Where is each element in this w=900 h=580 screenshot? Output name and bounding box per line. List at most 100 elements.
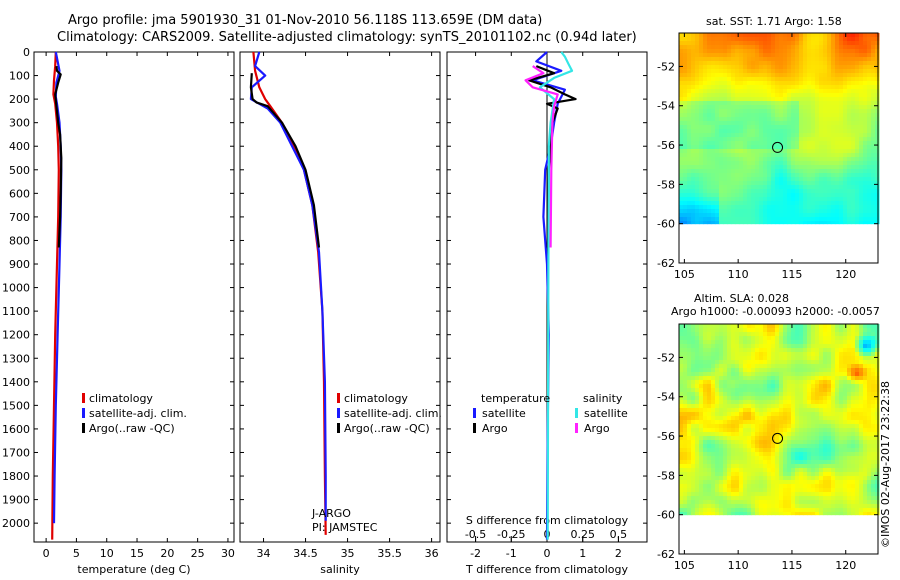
map-cell [683, 165, 688, 170]
map-cell [727, 392, 732, 397]
map-cell [763, 360, 768, 365]
map-cell [767, 436, 772, 441]
map-cell [787, 205, 792, 210]
map-cell [847, 400, 852, 405]
map-cell [715, 460, 720, 465]
map-cell [743, 380, 748, 385]
map-cell [807, 360, 812, 365]
map-cell [679, 344, 684, 349]
map-cell [739, 57, 744, 62]
map-cell [819, 205, 824, 210]
map-cell [755, 201, 760, 206]
map-cell [835, 201, 840, 206]
map-cell [755, 384, 760, 389]
map-cell [755, 217, 760, 222]
map-cell [863, 424, 868, 429]
map-cell [839, 61, 844, 66]
map-cell [863, 444, 868, 449]
map-cell [787, 105, 792, 110]
map-cell [815, 364, 820, 369]
map-cell [691, 348, 696, 353]
map-cell [699, 129, 704, 134]
map-cell [751, 352, 756, 357]
map-cell [687, 73, 692, 78]
map-cell [823, 153, 828, 158]
map-cell [859, 209, 864, 214]
map-cell [795, 161, 800, 166]
map-cell [751, 336, 756, 341]
map-cell [679, 364, 684, 369]
map-cell [847, 109, 852, 114]
map-cell [835, 368, 840, 373]
map-cell [739, 484, 744, 489]
map-cell [835, 420, 840, 425]
map-cell [771, 185, 776, 190]
map-cell [839, 121, 844, 126]
map-cell [763, 440, 768, 445]
map-cell [707, 97, 712, 102]
map-cell [807, 53, 812, 58]
map-cell [831, 89, 836, 94]
map-cell [831, 436, 836, 441]
map-cell [699, 201, 704, 206]
map-cell [867, 364, 872, 369]
map-cell [775, 113, 780, 118]
map-cell [807, 217, 812, 222]
map-cell [855, 221, 860, 225]
map-cell [831, 49, 836, 54]
map-cell [847, 169, 852, 174]
map-cell [799, 69, 804, 74]
map-cell [799, 173, 804, 178]
map-cell [731, 412, 736, 417]
map-cell [775, 33, 780, 38]
map-cell [843, 504, 848, 509]
map-cell [719, 85, 724, 90]
map-cell [683, 41, 688, 46]
map-cell [707, 444, 712, 449]
map-cell [843, 117, 848, 122]
map-cell [799, 53, 804, 58]
map-cell [851, 221, 856, 225]
map-cell [751, 49, 756, 54]
map-cell [855, 424, 860, 429]
map-cell [699, 149, 704, 154]
map-cell [731, 161, 736, 166]
map-cell [687, 364, 692, 369]
map-cell [703, 149, 708, 154]
map-cell [855, 93, 860, 98]
map-cell [771, 221, 776, 225]
map-cell [851, 73, 856, 78]
map-cell [715, 125, 720, 130]
map-cell [803, 444, 808, 449]
map-cell [679, 57, 684, 62]
map-cell [843, 432, 848, 437]
map-cell [731, 49, 736, 54]
map-cell [723, 356, 728, 361]
map-cell [727, 428, 732, 433]
map-cell [811, 189, 816, 194]
map-cell [735, 412, 740, 417]
map-cell [691, 37, 696, 42]
map-cell [795, 496, 800, 501]
map-cell [735, 37, 740, 42]
map-cell [783, 61, 788, 66]
map-cell [711, 472, 716, 477]
map-cell [719, 392, 724, 397]
map-cell [843, 193, 848, 198]
map-cell [723, 137, 728, 142]
map-cell [791, 121, 796, 126]
map-cell [711, 57, 716, 62]
map-cell [679, 209, 684, 214]
map-cell [867, 109, 872, 114]
map-cell [835, 364, 840, 369]
map-cell [827, 177, 832, 182]
map-cell [679, 141, 684, 146]
map-cell [871, 424, 876, 429]
map-cell [791, 416, 796, 421]
map-cell [811, 89, 816, 94]
map-cell [819, 97, 824, 102]
map-cell [747, 121, 752, 126]
map-cell [795, 352, 800, 357]
map-cell [823, 69, 828, 74]
map-cell [831, 121, 836, 126]
